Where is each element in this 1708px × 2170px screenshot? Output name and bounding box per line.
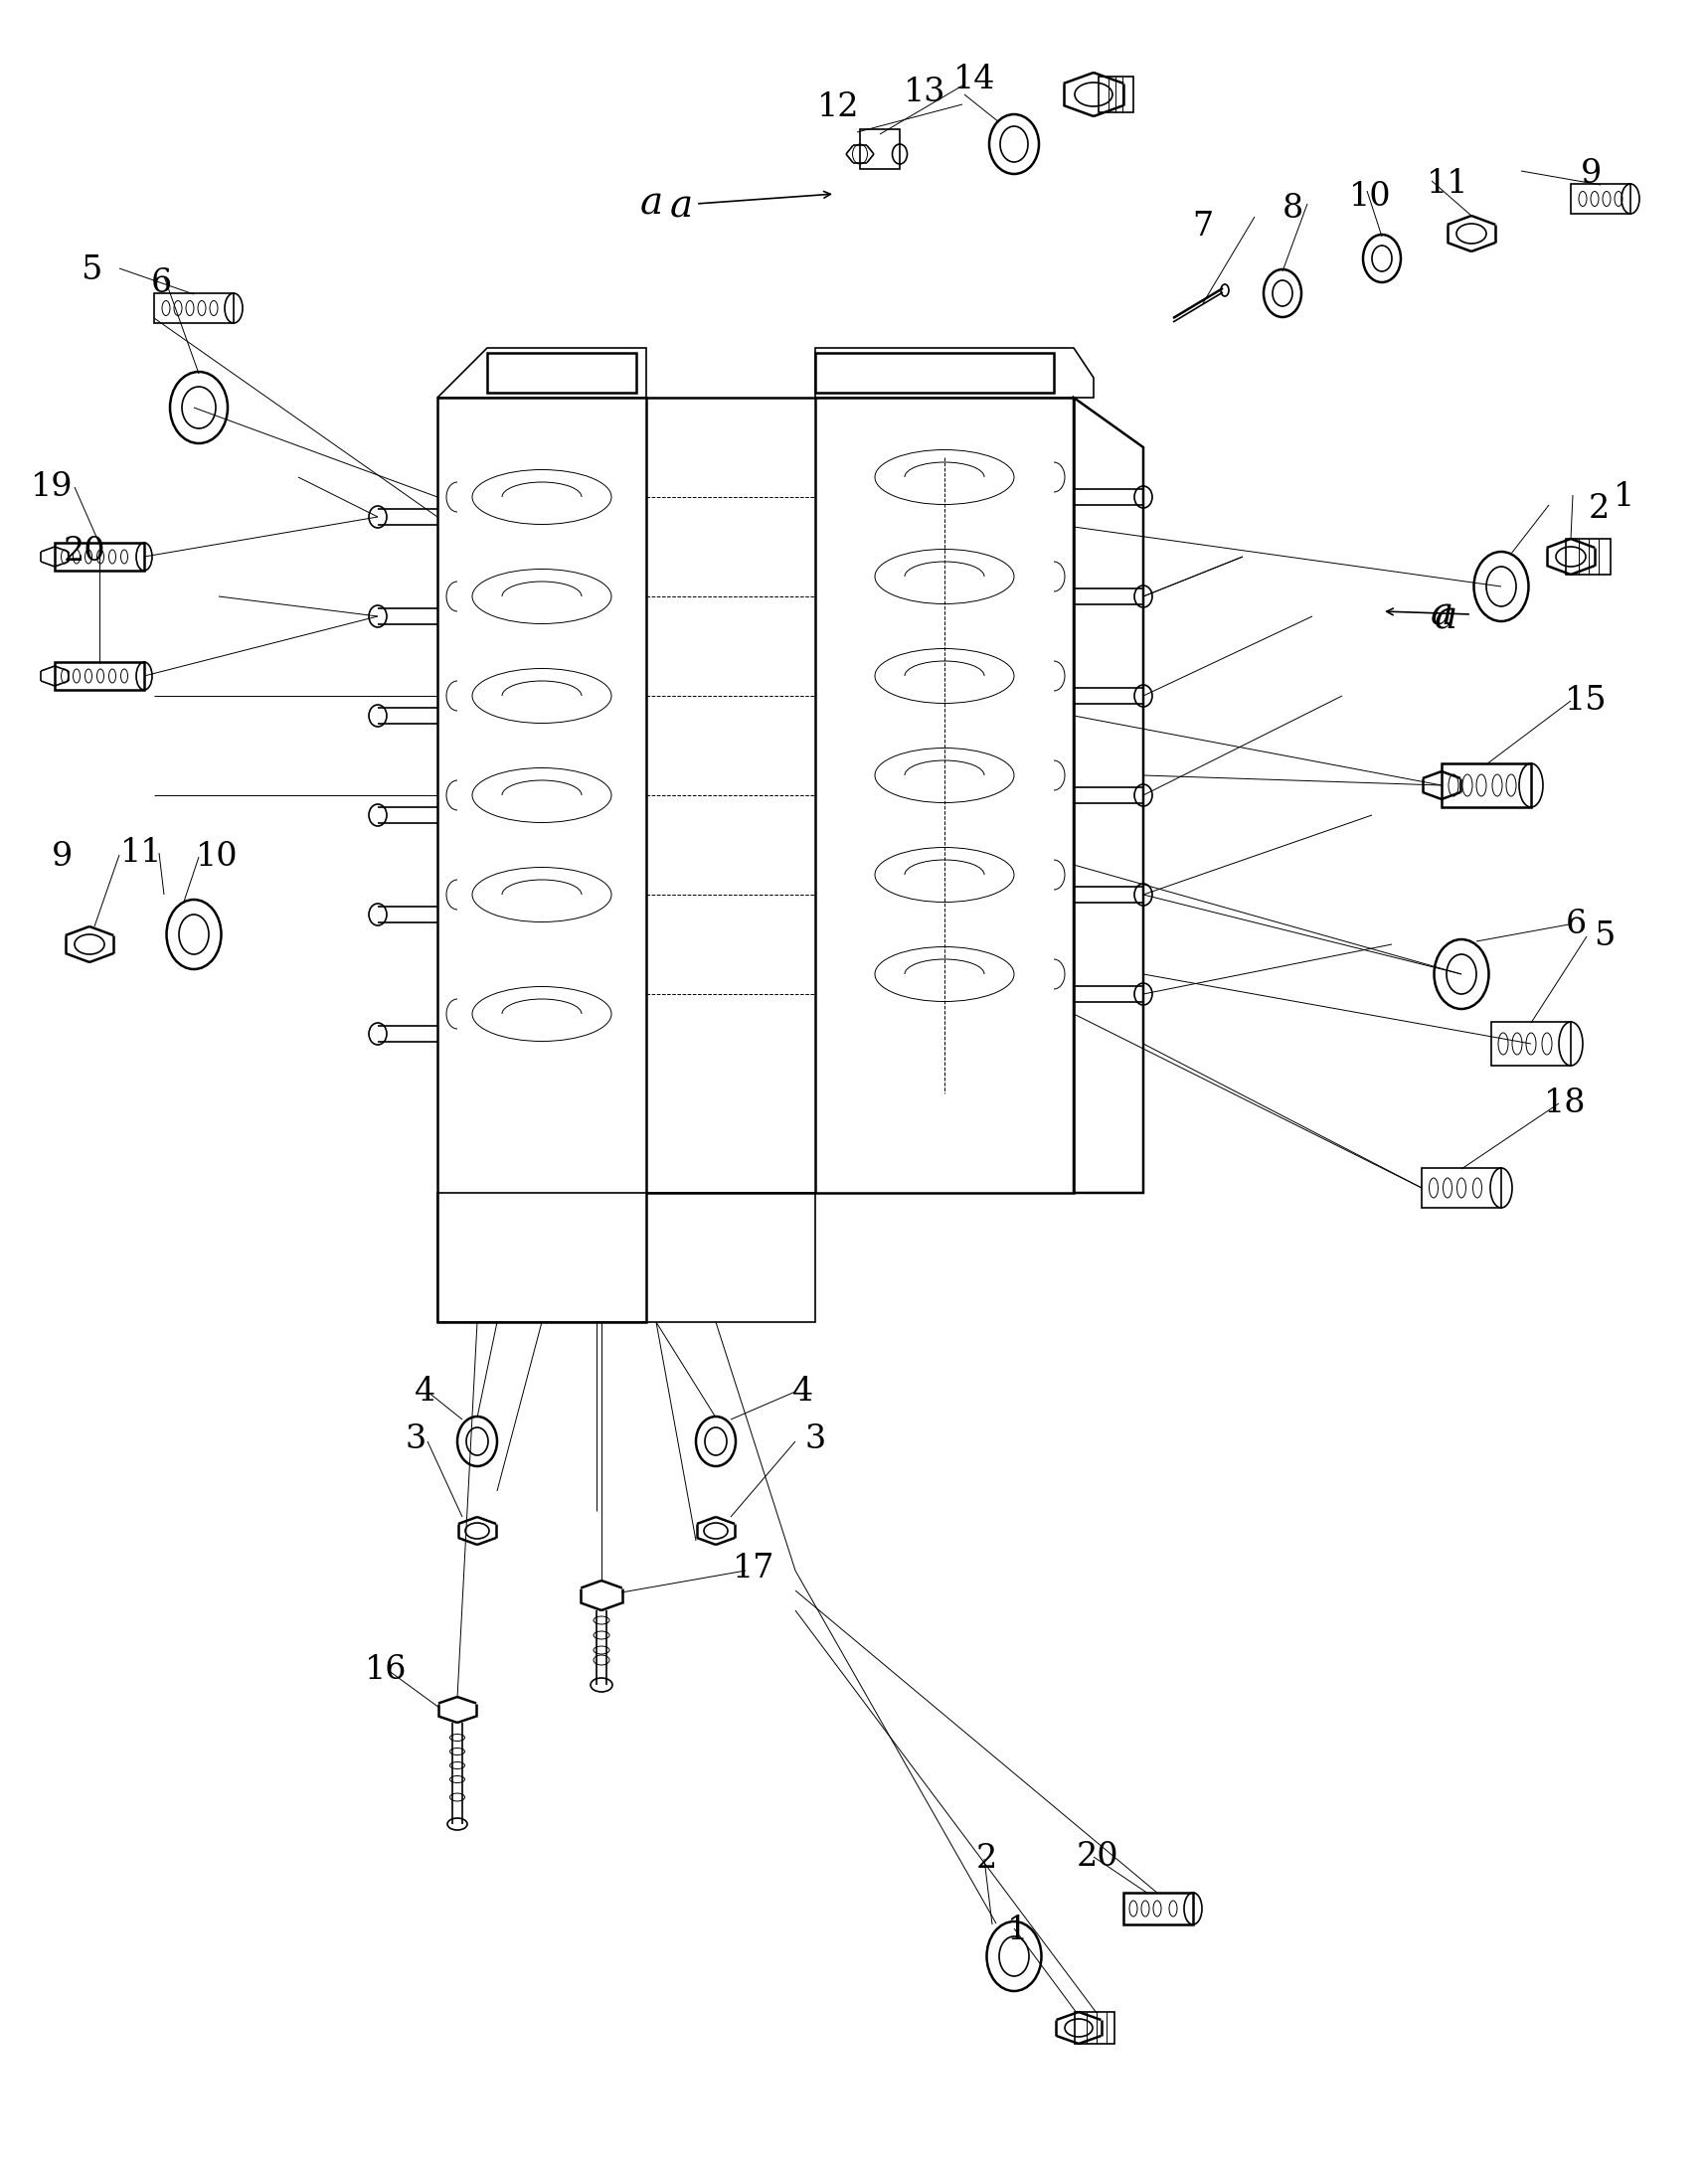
Text: 10: 10 — [1349, 180, 1392, 213]
Text: 16: 16 — [364, 1654, 407, 1686]
Text: 11: 11 — [120, 838, 162, 868]
Text: 18: 18 — [1544, 1087, 1587, 1120]
Text: 20: 20 — [63, 536, 106, 569]
Text: 5: 5 — [1594, 920, 1616, 953]
Text: a: a — [640, 184, 663, 221]
Text: 1: 1 — [1614, 482, 1635, 512]
Text: a: a — [1430, 597, 1454, 634]
Text: 13: 13 — [904, 76, 946, 108]
Text: 19: 19 — [31, 471, 73, 503]
Text: 3: 3 — [405, 1424, 425, 1456]
Text: 14: 14 — [953, 63, 996, 95]
Text: 15: 15 — [1565, 686, 1607, 716]
Text: 9: 9 — [51, 842, 72, 872]
Text: a: a — [670, 189, 692, 226]
Text: 7: 7 — [1192, 210, 1213, 243]
Text: 5: 5 — [80, 254, 102, 286]
Text: 4: 4 — [415, 1376, 436, 1408]
Text: 1: 1 — [1008, 1914, 1028, 1946]
Text: 11: 11 — [1426, 167, 1469, 200]
Text: 8: 8 — [1283, 193, 1303, 226]
Text: 6: 6 — [150, 267, 171, 299]
Text: 2: 2 — [1588, 493, 1609, 525]
Text: 4: 4 — [793, 1376, 813, 1408]
Text: 9: 9 — [1580, 158, 1602, 189]
Text: 3: 3 — [804, 1424, 825, 1456]
Text: 2: 2 — [975, 1842, 997, 1875]
Text: 12: 12 — [816, 91, 859, 124]
Text: a: a — [1435, 599, 1457, 636]
Text: 17: 17 — [733, 1554, 775, 1584]
Text: 10: 10 — [195, 842, 237, 872]
Text: 20: 20 — [1076, 1840, 1119, 1873]
Text: 6: 6 — [1565, 909, 1587, 940]
